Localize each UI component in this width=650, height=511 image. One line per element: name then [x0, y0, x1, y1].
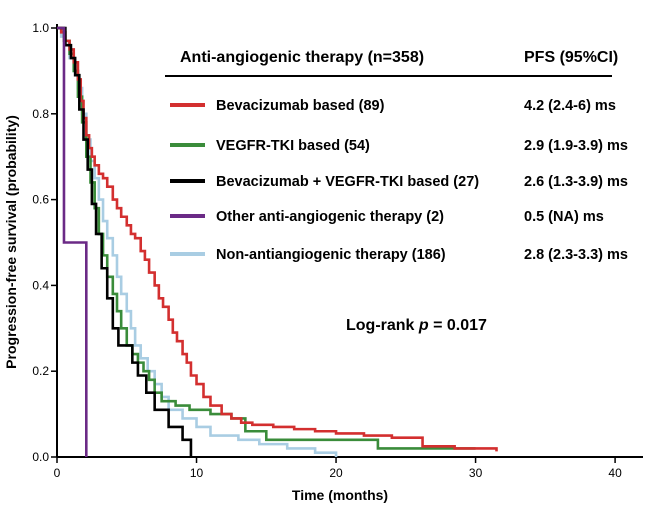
x-tick-label: 0 — [54, 466, 61, 480]
y-axis-title: Progression-free survival (probability) — [3, 115, 19, 369]
legend-series-name: VEGFR-TKI based (54) — [216, 138, 370, 154]
x-tick-label: 20 — [329, 466, 343, 480]
y-tick-label: 0.8 — [32, 107, 49, 121]
x-axis-title: Time (months) — [292, 487, 388, 503]
legend-series-pfs: 4.2 (2.4-6) ms — [524, 98, 616, 114]
log-rank-value: = 0.017 — [429, 317, 487, 334]
legend-series-name: Non-antiangiogenic therapy (186) — [216, 247, 446, 263]
legend-series-name: Bevacizumab based (89) — [216, 98, 385, 114]
legend-series-pfs: 2.6 (1.3-3.9) ms — [524, 174, 628, 190]
legend-series-name: Other anti-angiogenic therapy (2) — [216, 209, 444, 225]
series-line-5 — [57, 26, 338, 457]
series-line-1 — [57, 26, 498, 452]
log-rank-annotation: Log-rank p = 0.017 — [346, 317, 487, 334]
axes — [56, 24, 643, 458]
legend-header-pfs: PFS (95%CI) — [524, 49, 618, 66]
y-tick-label: 1.0 — [32, 21, 49, 35]
x-tick-label: 40 — [608, 466, 622, 480]
log-rank-prefix: Log-rank — [346, 317, 419, 334]
x-tick-label: 10 — [190, 466, 204, 480]
y-tick-label: 0.0 — [32, 450, 49, 464]
y-tick-label: 0.2 — [32, 364, 49, 378]
y-tick-label: 0.6 — [32, 193, 49, 207]
legend: Anti-angiogenic therapy (n=358) PFS (95%… — [165, 49, 628, 263]
legend-series-name: Bevacizumab + VEGFR-TKI based (27) — [216, 174, 479, 190]
series-line-4 — [57, 26, 88, 457]
log-rank-p: p — [418, 317, 429, 334]
legend-series-pfs: 2.9 (1.9-3.9) ms — [524, 138, 628, 154]
legend-series-pfs: 0.5 (NA) ms — [524, 209, 604, 225]
axis-ticks: 0 10 20 30 40 0.0 0.2 0.4 0.6 0.8 1.0 — [32, 21, 622, 480]
series-line-2 — [57, 26, 476, 450]
legend-series-pfs: 2.8 (2.3-3.3) ms — [524, 247, 628, 263]
x-tick-label: 30 — [469, 466, 483, 480]
series-line-3 — [57, 26, 193, 457]
y-tick-label: 0.4 — [32, 278, 49, 292]
series-lines — [57, 26, 498, 457]
legend-header-therapy: Anti-angiogenic therapy (n=358) — [180, 49, 424, 66]
